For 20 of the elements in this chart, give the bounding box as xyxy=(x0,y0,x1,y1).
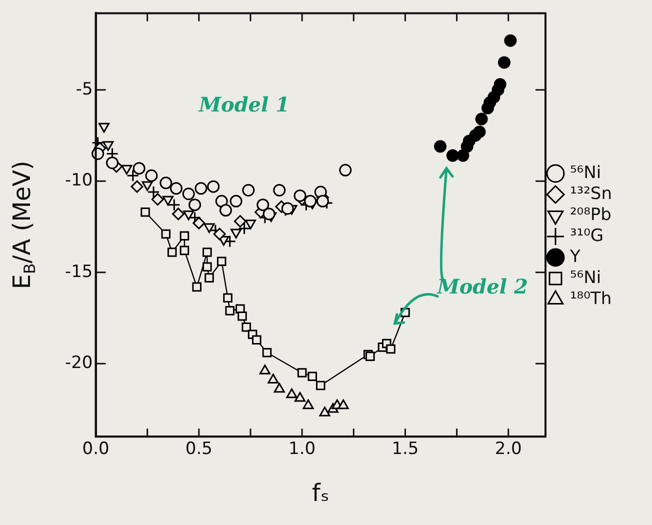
y-tick-label: -20 xyxy=(64,353,93,374)
x-axis-title: fₛ xyxy=(312,478,330,507)
x-tick-label: 2.0 xyxy=(494,439,522,460)
x-tick-label: 1.5 xyxy=(392,439,419,460)
y-tick-label: -15 xyxy=(64,262,93,282)
y-axis-title: EB/A (MeV) xyxy=(8,160,40,290)
legend-label: ³¹⁰G xyxy=(570,226,604,246)
legend-label: ²⁰⁸Pb xyxy=(570,204,612,225)
legend-label: ¹³²Sn xyxy=(570,184,612,204)
x-tick-label: 1.0 xyxy=(288,439,316,460)
y-tick-label: -10 xyxy=(64,170,93,191)
legend-label: ⁵⁶Ni xyxy=(570,268,602,288)
legend-label: Y xyxy=(568,246,581,267)
x-tick-label: 0.5 xyxy=(185,439,212,460)
y-tick-label: -5 xyxy=(76,79,93,100)
legend-label: ¹⁸⁰Th xyxy=(570,288,612,309)
annotation: Model 2 xyxy=(436,274,528,299)
legend-label: ⁵⁶Ni xyxy=(570,162,602,183)
annotation: Model 1 xyxy=(198,92,290,117)
x-tick-label: 0.0 xyxy=(82,439,110,460)
